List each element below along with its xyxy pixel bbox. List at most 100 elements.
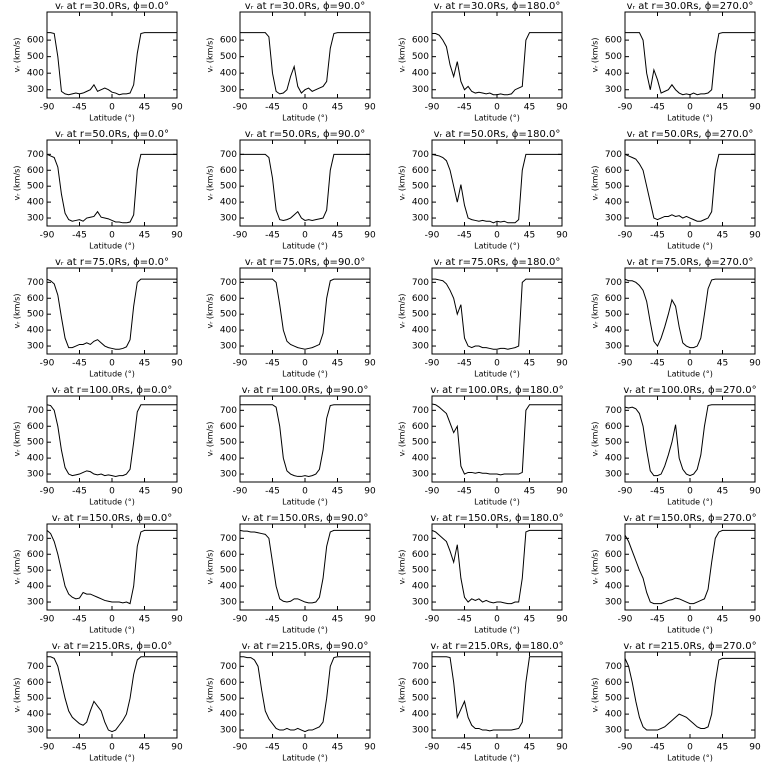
x-axis-label: Latitude (°) [89, 754, 135, 763]
y-axis-label: vᵣ (km/s) [13, 38, 22, 73]
y-tick-label: 400 [27, 326, 44, 336]
x-tick-label: -90 [233, 743, 248, 753]
x-tick-label: 90 [171, 359, 183, 369]
y-tick-label: 400 [220, 454, 237, 464]
x-tick-label: -45 [265, 743, 280, 753]
y-tick-label: 600 [605, 678, 622, 688]
y-axis-label: vᵣ (km/s) [206, 294, 215, 329]
x-tick-label: 0 [302, 231, 308, 241]
y-tick-label: 700 [605, 534, 622, 544]
x-tick-label: -90 [618, 231, 633, 241]
x-tick-label: 90 [171, 487, 183, 497]
x-tick-label: 45 [524, 103, 535, 113]
chart-title: vᵣ at r=215.0Rs, ϕ=270.0° [623, 641, 756, 652]
y-tick-label: 500 [220, 182, 237, 192]
chart-title: vᵣ at r=50.0Rs, ϕ=90.0° [245, 129, 365, 140]
y-tick-label: 400 [220, 326, 237, 336]
data-line [240, 404, 370, 477]
y-tick-label: 300 [412, 214, 429, 224]
x-tick-label: 90 [171, 103, 183, 113]
plot-frame [431, 11, 563, 99]
x-tick-label: -45 [650, 615, 665, 625]
x-tick-label: -90 [40, 103, 55, 113]
x-tick-label: -45 [650, 231, 665, 241]
x-tick-label: -90 [618, 487, 633, 497]
plot-frame [46, 139, 178, 227]
data-line [625, 32, 755, 96]
x-tick-label: 0 [302, 103, 308, 113]
y-tick-label: 600 [220, 166, 237, 176]
x-axis-label: Latitude (°) [667, 626, 713, 635]
y-tick-label: 300 [605, 726, 622, 736]
y-tick-label: 600 [27, 294, 44, 304]
data-line [431, 403, 562, 476]
y-axis-label: vᵣ (km/s) [206, 38, 215, 73]
y-tick-label: 500 [605, 438, 622, 448]
data-line [240, 656, 370, 733]
x-tick-label: -90 [425, 231, 440, 241]
x-tick-label: 0 [109, 359, 115, 369]
y-tick-label: 700 [605, 278, 622, 288]
plot-frame [239, 651, 371, 739]
y-tick-label: 300 [27, 598, 44, 608]
plot-frame [624, 651, 756, 739]
x-tick-label: -45 [457, 615, 472, 625]
x-tick-label: 0 [494, 487, 500, 497]
x-tick-label: 90 [749, 487, 761, 497]
y-tick-label: 400 [27, 198, 44, 208]
y-axis-label: vᵣ (km/s) [13, 166, 22, 201]
chart-title: vᵣ at r=150.0Rs, ϕ=180.0° [430, 513, 563, 524]
y-axis-label: vᵣ (km/s) [206, 550, 215, 585]
x-tick-label: 0 [494, 103, 500, 113]
data-line [239, 529, 370, 604]
y-tick-label: 300 [220, 214, 237, 224]
x-tick-label: 90 [556, 487, 568, 497]
x-tick-label: -45 [72, 487, 87, 497]
y-axis-label: vᵣ (km/s) [591, 550, 600, 585]
x-tick-label: -90 [618, 103, 633, 113]
x-tick-label: 90 [749, 615, 761, 625]
y-axis-label: vᵣ (km/s) [206, 166, 215, 201]
y-tick-label: 400 [220, 198, 237, 208]
x-tick-label: 90 [749, 103, 761, 113]
y-tick-label: 500 [220, 310, 237, 320]
x-tick-label: 45 [717, 359, 728, 369]
y-tick-label: 600 [220, 550, 237, 560]
x-axis-label: Latitude (°) [89, 242, 135, 251]
x-tick-label: 0 [687, 359, 693, 369]
x-tick-label: 45 [139, 359, 150, 369]
plot-frame [624, 267, 756, 355]
y-tick-label: 700 [605, 150, 622, 160]
y-tick-label: 300 [412, 85, 429, 95]
y-tick-label: 700 [412, 662, 429, 672]
y-tick-label: 600 [605, 422, 622, 432]
y-tick-label: 600 [412, 36, 429, 46]
plot-frame [239, 267, 371, 355]
y-tick-label: 400 [27, 454, 44, 464]
y-tick-label: 500 [220, 566, 237, 576]
y-tick-label: 700 [412, 278, 429, 288]
y-tick-label: 500 [27, 566, 44, 576]
y-tick-label: 500 [220, 52, 237, 62]
x-tick-label: 90 [364, 615, 376, 625]
x-tick-label: -45 [457, 487, 472, 497]
plot-frame [239, 395, 371, 483]
y-tick-label: 500 [27, 694, 44, 704]
chart-title: vᵣ at r=215.0Rs, ϕ=0.0° [52, 641, 172, 652]
x-tick-label: -45 [72, 103, 87, 113]
data-line [431, 153, 562, 224]
chart-title: vᵣ at r=30.0Rs, ϕ=270.0° [627, 1, 754, 12]
data-line [431, 529, 562, 605]
y-tick-label: 500 [605, 694, 622, 704]
x-tick-label: 0 [687, 487, 693, 497]
x-axis-label: Latitude (°) [89, 498, 135, 507]
x-tick-label: -45 [265, 359, 280, 369]
x-tick-label: 0 [494, 743, 500, 753]
y-axis-label: vᵣ (km/s) [13, 294, 22, 329]
data-line [47, 32, 177, 96]
x-tick-label: 90 [556, 231, 568, 241]
x-tick-label: 90 [556, 615, 568, 625]
x-tick-label: -90 [425, 487, 440, 497]
plot-frame [46, 11, 178, 99]
x-tick-label: 45 [139, 231, 150, 241]
